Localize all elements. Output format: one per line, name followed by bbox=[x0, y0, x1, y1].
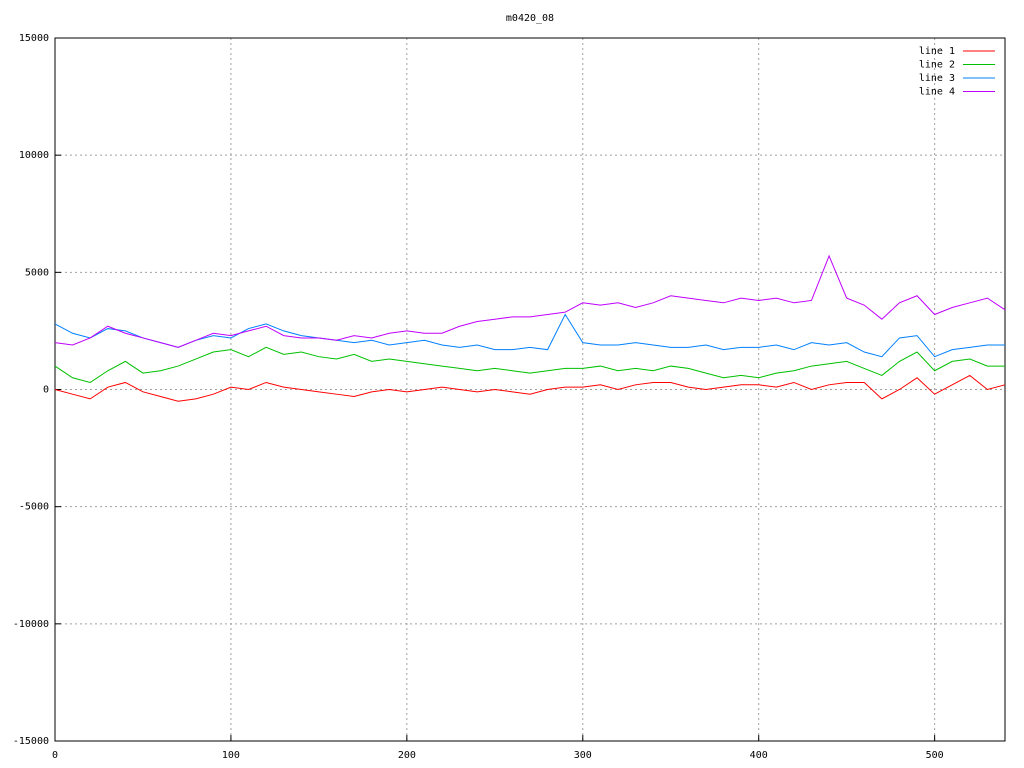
x-tick-label: 0 bbox=[52, 750, 58, 761]
legend-label: line 2 bbox=[919, 60, 955, 71]
y-tick-label: -10000 bbox=[13, 619, 49, 630]
x-tick-label: 200 bbox=[398, 750, 416, 761]
x-tick-label: 500 bbox=[926, 750, 944, 761]
legend-label: line 1 bbox=[919, 46, 955, 57]
series-line bbox=[54, 374, 1006, 402]
y-tick-label: -15000 bbox=[13, 736, 49, 747]
series-line bbox=[54, 313, 1005, 358]
y-tick-label: 5000 bbox=[25, 267, 49, 278]
series-line bbox=[54, 254, 1006, 348]
y-tick-label: 10000 bbox=[19, 150, 49, 161]
x-tick-label: 100 bbox=[222, 750, 240, 761]
chart-title: m0420_08 bbox=[506, 13, 554, 24]
legend-label: line 3 bbox=[919, 73, 955, 84]
x-tick-label: 400 bbox=[750, 750, 768, 761]
legend-label: line 4 bbox=[919, 87, 955, 98]
x-tick-label: 300 bbox=[574, 750, 592, 761]
y-tick-label: 0 bbox=[43, 385, 49, 396]
y-tick-label: 15000 bbox=[19, 33, 49, 44]
y-tick-label: -5000 bbox=[19, 502, 49, 513]
series-line bbox=[54, 346, 1005, 384]
